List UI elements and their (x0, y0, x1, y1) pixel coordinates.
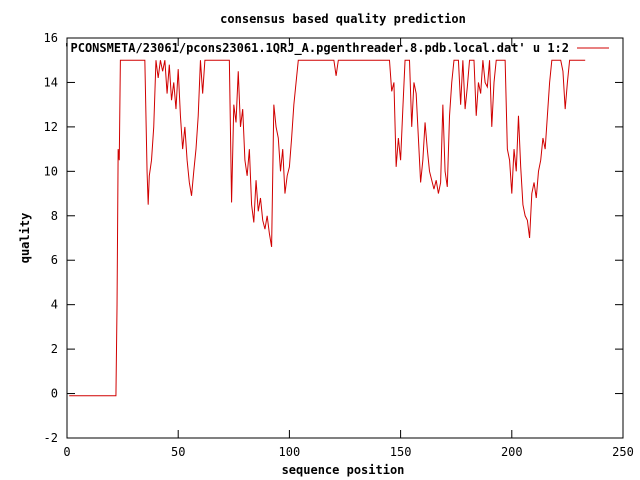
y-tick-label: 16 (44, 31, 58, 45)
y-tick-label: 2 (51, 342, 58, 356)
y-tick-label: -2 (44, 431, 58, 445)
x-tick-label: 50 (171, 445, 185, 459)
series-line (69, 59, 586, 397)
x-tick-label: 100 (279, 445, 301, 459)
x-tick-label: 150 (390, 445, 412, 459)
legend-label: 'PCONSMETA/23061/pcons23061.1QRJ_A.pgent… (63, 41, 569, 56)
y-tick-label: 6 (51, 253, 58, 267)
plot-frame (66, 37, 624, 439)
y-axis-title: quality (18, 213, 32, 264)
x-tick-label: 250 (612, 445, 634, 459)
y-tick-label: 14 (44, 75, 58, 89)
y-tick-label: 12 (44, 120, 58, 134)
x-tick-label: 200 (501, 445, 523, 459)
chart-title: consensus based quality prediction (220, 12, 466, 26)
y-tick-label: 10 (44, 164, 58, 178)
y-tick-label: 0 (51, 387, 58, 401)
x-tick-label: 0 (63, 445, 70, 459)
y-tick-label: 4 (51, 298, 58, 312)
y-tick-label: 8 (51, 209, 58, 223)
x-axis-title: sequence position (282, 463, 405, 477)
